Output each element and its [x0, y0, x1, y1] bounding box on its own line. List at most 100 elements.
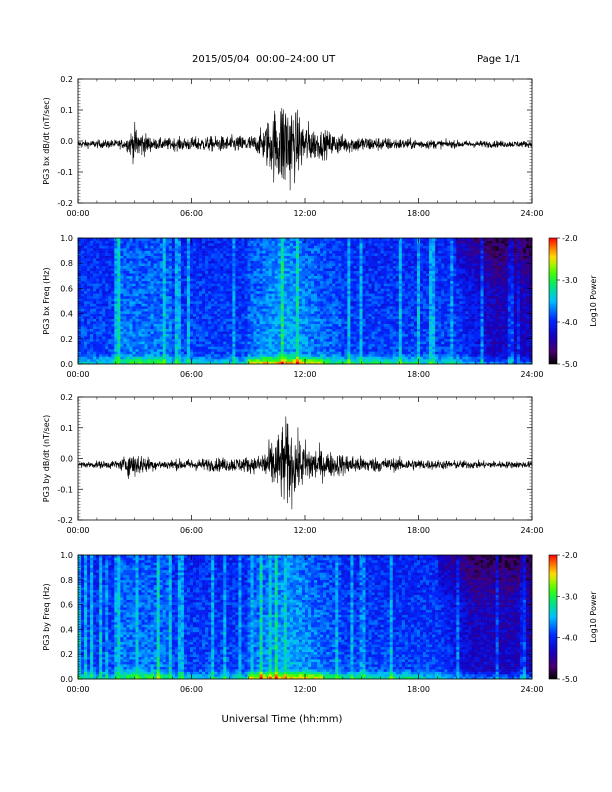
- spectrogram-cell: [274, 306, 279, 309]
- spectrogram-cell: [289, 285, 294, 289]
- spectrogram-cell: [271, 245, 276, 249]
- spectrogram-cell: [359, 268, 363, 272]
- x-tick-label: 06:00: [180, 209, 203, 218]
- spectrogram-cell: [280, 263, 285, 267]
- spectrogram-cell: [250, 280, 254, 284]
- spectrogram-cell: [111, 265, 115, 269]
- spectrogram-cell: [105, 248, 109, 251]
- spectrogram-cell: [241, 255, 245, 259]
- spectrogram-cell: [229, 308, 233, 312]
- spectrogram-cell: [84, 346, 88, 350]
- spectrogram-cell: [295, 245, 300, 249]
- spectrogram-cell: [171, 265, 176, 269]
- spectrogram-cell: [93, 316, 97, 319]
- spectrogram-cell: [81, 260, 85, 264]
- spectrogram-cell: [220, 255, 224, 259]
- spectrogram-cell: [159, 263, 164, 267]
- spectrogram-cell: [259, 328, 263, 332]
- spectrogram-cell: [262, 258, 266, 261]
- spectrogram-cell: [286, 265, 291, 269]
- spectrogram-cell: [202, 351, 206, 355]
- spectrogram-cell: [286, 353, 291, 357]
- spectrogram-cell: [277, 318, 282, 322]
- spectrogram-cell: [271, 303, 276, 307]
- spectrogram-cell: [344, 265, 348, 269]
- spectrogram-cell: [135, 303, 139, 307]
- spectrogram-cell: [159, 285, 164, 289]
- spectrogram-cell: [320, 331, 324, 335]
- spectrogram-cell: [186, 328, 191, 332]
- spectrogram-cell: [250, 321, 254, 324]
- spectrogram-cell: [186, 308, 191, 312]
- spectrogram-cell: [123, 336, 127, 340]
- spectrogram-cell: [356, 253, 360, 256]
- spectrogram-cell: [147, 280, 151, 284]
- spectrogram-cell: [93, 263, 97, 267]
- spectrogram-cell: [217, 293, 221, 297]
- spectrogram-cell: [168, 356, 173, 360]
- spectrogram-cell: [177, 301, 182, 304]
- spectrogram-cell: [350, 311, 354, 314]
- spectrogram-cell: [189, 323, 194, 327]
- spectrogram-cell: [156, 278, 161, 282]
- spectrogram-cell: [177, 293, 182, 297]
- spectrogram-cell: [171, 278, 176, 282]
- spectrogram-cell: [353, 258, 357, 261]
- spectrogram-cell: [286, 238, 291, 241]
- spectrogram-cell: [335, 298, 339, 302]
- spectrogram-cell: [226, 326, 230, 330]
- spectrogram-cell: [144, 240, 148, 244]
- spectrogram-cell: [262, 313, 266, 317]
- spectrogram-cell: [326, 263, 330, 267]
- spectrogram-cell: [217, 316, 221, 319]
- spectrogram-cell: [238, 275, 242, 279]
- spectrogram-cell: [132, 263, 136, 267]
- spectrogram-cell: [229, 290, 233, 294]
- spectrogram-cell: [159, 258, 164, 261]
- spectrogram-cell: [96, 316, 100, 319]
- spectrogram-cell: [186, 321, 191, 324]
- spectrogram-cell: [108, 311, 112, 314]
- spectrogram-cell: [150, 338, 154, 342]
- spectrogram-cell: [78, 361, 82, 365]
- spectrogram-cell: [129, 273, 133, 277]
- spectrogram-cell: [138, 301, 142, 304]
- spectrogram-cell: [174, 298, 179, 302]
- spectrogram-cell: [217, 303, 221, 307]
- spectrogram-cell: [214, 338, 218, 342]
- spectrogram-cell: [289, 333, 294, 337]
- spectrogram-cell: [90, 253, 94, 256]
- spectrogram-cell: [305, 316, 309, 319]
- spectrogram-cell: [78, 288, 82, 292]
- spectrogram-cell: [81, 290, 85, 294]
- spectrogram-cell: [120, 288, 124, 292]
- spectrogram-cell: [341, 263, 345, 267]
- spectrogram-cell: [323, 275, 327, 279]
- spectrogram-cell: [123, 303, 127, 307]
- spectrogram-cell: [105, 293, 109, 297]
- spectrogram-cell: [344, 323, 348, 327]
- spectrogram-cell: [344, 331, 348, 335]
- spectrogram-cell: [99, 323, 103, 327]
- spectrogram-cell: [289, 295, 294, 299]
- spectrogram-cell: [211, 301, 215, 304]
- spectrogram-cell: [326, 270, 330, 274]
- spectrogram-cell: [308, 328, 312, 332]
- spectrogram-cell: [78, 258, 82, 261]
- spectrogram-cell: [180, 343, 185, 347]
- spectrogram-cell: [329, 280, 333, 284]
- spectrogram-cell: [135, 348, 139, 352]
- spectrogram-cell: [332, 263, 336, 267]
- spectrogram-cell: [165, 285, 170, 289]
- spectrogram-cell: [126, 238, 130, 241]
- spectrogram-cell: [147, 306, 151, 309]
- spectrogram-cell: [202, 268, 206, 272]
- spectrogram-cell: [123, 328, 127, 332]
- spectrogram-cell: [126, 285, 130, 289]
- spectrogram-cell: [180, 311, 185, 314]
- spectrogram-cell: [344, 245, 348, 249]
- spectrogram-cell: [87, 318, 91, 322]
- spectrogram-cell: [356, 316, 360, 319]
- spectrogram-cell: [220, 295, 224, 299]
- spectrogram-cell: [214, 248, 218, 251]
